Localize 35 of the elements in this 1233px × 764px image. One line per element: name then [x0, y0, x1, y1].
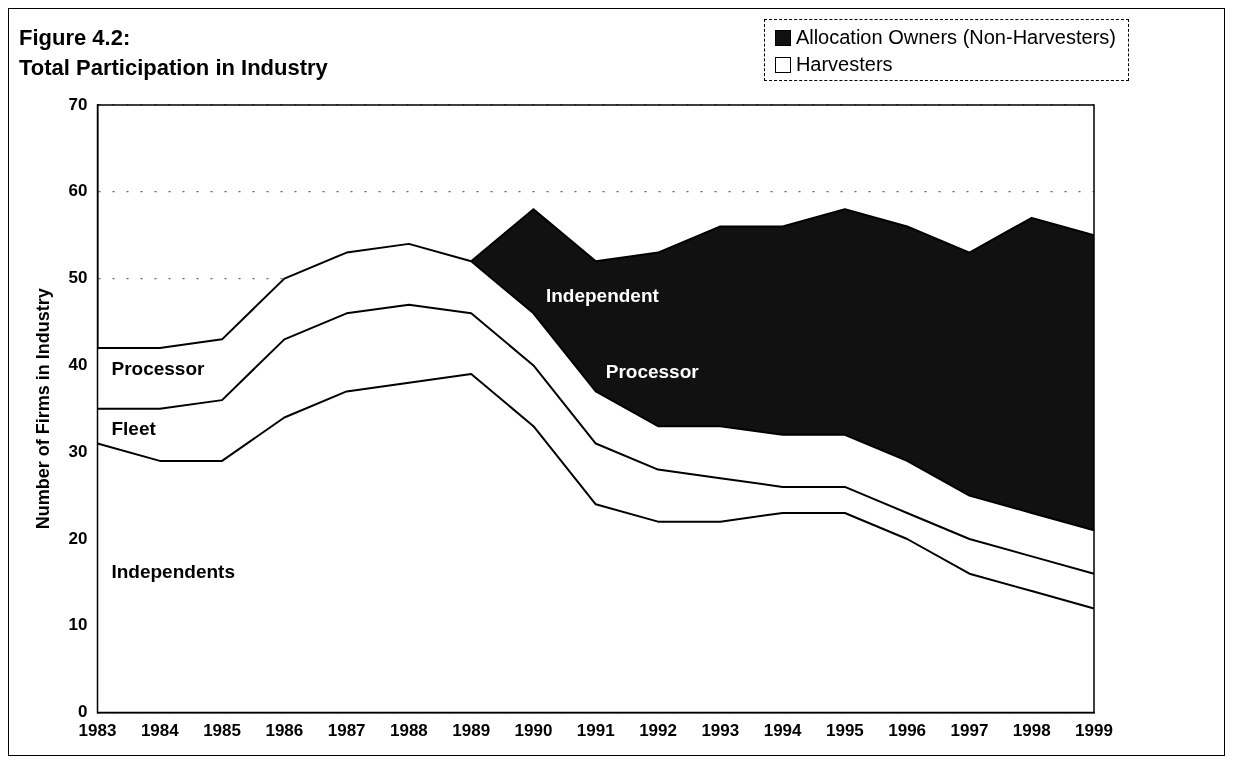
chart-title: Figure 4.2:: [19, 24, 132, 52]
x-tick-label: 1984: [140, 721, 180, 741]
y-tick-label: 40: [68, 355, 88, 375]
x-tick-label: 1989: [452, 721, 491, 741]
x-tick-label: 1997: [950, 721, 989, 741]
x-tick-label: 1990: [514, 721, 553, 741]
x-tick-label: 1995: [825, 721, 864, 741]
y-tick-label: 10: [68, 615, 88, 635]
legend-label: Harvesters: [795, 52, 893, 77]
x-tick-label: 1993: [701, 721, 740, 741]
x-tick-label: 1987: [327, 721, 366, 741]
x-tick-label: 1994: [763, 721, 803, 741]
annotation: Processor: [605, 360, 700, 382]
y-tick-label: 70: [68, 94, 88, 114]
y-tick-label: 0: [78, 702, 88, 722]
x-tick-label: 1986: [265, 721, 304, 741]
x-tick-label: 1999: [1075, 721, 1113, 741]
x-tick-label: 1991: [576, 721, 615, 741]
annotation: Independents: [111, 561, 235, 583]
annotation: Fleet: [111, 418, 157, 440]
y-tick-label: 60: [68, 181, 88, 201]
x-tick-label: 1998: [1012, 721, 1051, 741]
y-axis-title: Number of Firms in Industry: [32, 288, 53, 530]
annotation: Processor: [111, 357, 206, 379]
x-tick-label: 1996: [888, 721, 927, 741]
x-tick-label: 1992: [639, 721, 677, 741]
x-tick-label: 1983: [78, 721, 117, 741]
annotation: Independent: [545, 284, 660, 306]
chart-subtitle: Total Participation in Industry: [19, 54, 328, 82]
y-tick-label: 20: [68, 528, 88, 548]
legend-label: Allocation Owners (Non-Harvesters): [795, 25, 1116, 50]
x-tick-label: 1985: [203, 721, 241, 741]
y-tick-label: 30: [68, 441, 88, 461]
x-tick-label: 1988: [390, 721, 428, 741]
y-tick-label: 50: [68, 268, 88, 288]
